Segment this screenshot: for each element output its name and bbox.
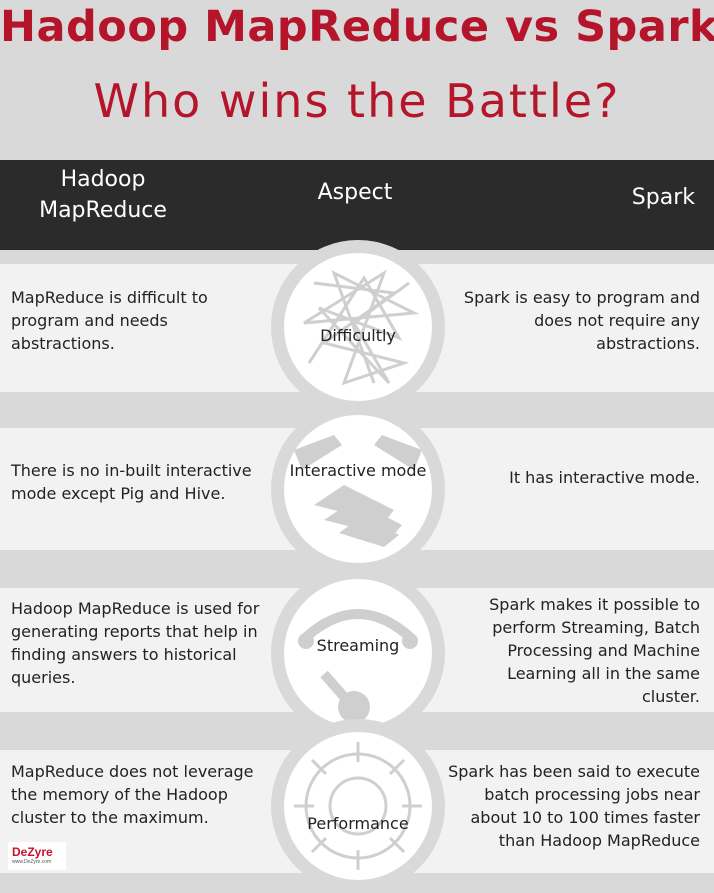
spark-cell: Spark is easy to program and does not re… xyxy=(463,288,700,353)
streaming-arc-icon xyxy=(298,609,418,723)
logo-brand: DeZyre xyxy=(12,845,53,859)
hadoop-cell: There is no in-built interactive mode ex… xyxy=(11,461,252,503)
title-area: Hadoop MapReduce vs Spark Who wins the B… xyxy=(0,0,714,160)
hadoop-cell: Hadoop MapReduce is used for generating … xyxy=(11,599,260,687)
spark-cell: It has interactive mode. xyxy=(509,468,700,487)
aspect-circle-streaming: Streaming xyxy=(271,566,445,740)
logo-url: www.DeZyre.com xyxy=(12,859,52,865)
aspect-label: Performance xyxy=(307,814,409,833)
spark-cell: Spark has been said to execute batch pro… xyxy=(448,762,700,850)
handshake-icon xyxy=(294,435,422,547)
header-aspect: Aspect xyxy=(317,180,393,205)
header-spark: Spark xyxy=(631,185,695,210)
header-hadoop: Hadoop MapReduce xyxy=(39,167,167,223)
table-header: Hadoop MapReduce Aspect Spark xyxy=(0,160,714,250)
aspect-circle-performance: Performance xyxy=(271,719,445,893)
aspect-label: Streaming xyxy=(316,636,400,655)
subtitle: Who wins the Battle? xyxy=(93,74,621,128)
aspect-circle-interactive: Interactive mode xyxy=(271,402,445,576)
spark-cell: Spark makes it possible to perform Strea… xyxy=(489,595,700,706)
gear-icon xyxy=(294,742,422,870)
hadoop-cell: MapReduce is difficult to program and ne… xyxy=(11,288,208,353)
main-title: Hadoop MapReduce vs Spark xyxy=(0,2,714,52)
hadoop-cell: MapReduce does not leverage the memory o… xyxy=(11,762,254,827)
aspect-label: Interactive mode xyxy=(289,461,427,480)
tangled-lines-icon xyxy=(303,269,420,386)
aspect-label: Difficultly xyxy=(320,326,396,345)
aspect-circle-difficulty: Difficultly xyxy=(271,240,445,414)
dezyre-logo: DeZyre www.DeZyre.com xyxy=(8,842,66,870)
